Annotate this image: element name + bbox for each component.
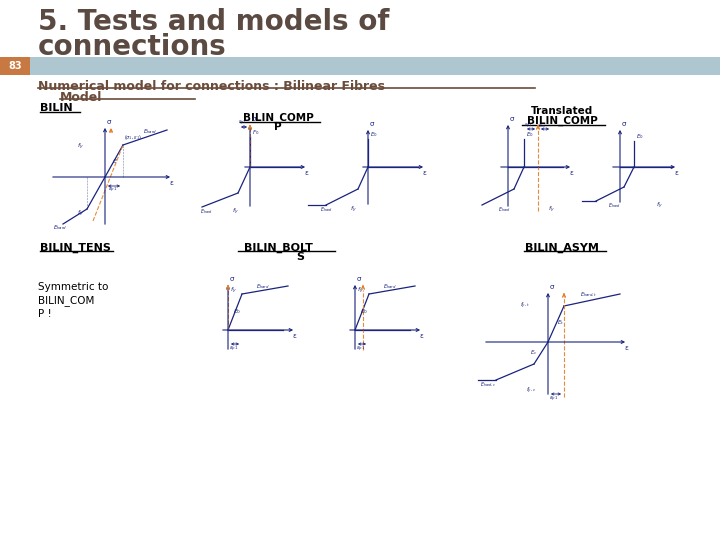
Text: ε: ε — [674, 170, 678, 176]
Text: $E_{hard,c}$: $E_{hard,c}$ — [480, 381, 497, 389]
Text: BILIN_TENS: BILIN_TENS — [40, 243, 111, 253]
Text: σ: σ — [252, 116, 256, 122]
Text: $E_0$: $E_0$ — [370, 130, 378, 139]
FancyBboxPatch shape — [30, 57, 720, 75]
Text: ε: ε — [419, 333, 423, 339]
Text: $f_y$: $f_y$ — [357, 286, 364, 296]
Text: ε: ε — [569, 170, 573, 176]
Text: 83: 83 — [8, 61, 22, 71]
Text: $f_y$: $f_y$ — [77, 142, 84, 152]
Text: Numerical model for connections : Bilinear Fibres: Numerical model for connections : Biline… — [38, 80, 385, 93]
Text: $E_{hard}$: $E_{hard}$ — [143, 127, 158, 136]
Text: $f_{y,c}$: $f_{y,c}$ — [526, 386, 536, 396]
Text: $f_y$: $f_y$ — [548, 205, 555, 215]
Text: connections: connections — [38, 33, 227, 61]
Text: Symmetric to
BILIN_COM
P !: Symmetric to BILIN_COM P ! — [38, 282, 109, 319]
Text: $(\sigma_1,\varepsilon_1)$: $(\sigma_1,\varepsilon_1)$ — [124, 133, 143, 142]
Text: $F_0$: $F_0$ — [252, 128, 259, 137]
Text: 5. Tests and models of: 5. Tests and models of — [38, 8, 390, 36]
Text: BILIN_BOLT: BILIN_BOLT — [243, 243, 312, 253]
Text: σ: σ — [230, 276, 235, 282]
Text: $E_c$: $E_c$ — [530, 348, 538, 357]
Text: $\varepsilon_{p1}$: $\varepsilon_{p1}$ — [524, 122, 533, 131]
Text: ε: ε — [304, 170, 308, 176]
Text: ε: ε — [422, 170, 426, 176]
Text: P: P — [274, 122, 282, 132]
Text: $E$: $E$ — [112, 157, 118, 165]
Text: $E_0$: $E_0$ — [233, 307, 241, 316]
Text: $f_{y,t}$: $f_{y,t}$ — [520, 301, 530, 311]
Text: $E_0$: $E_0$ — [636, 132, 644, 141]
Text: $E_{hard}$: $E_{hard}$ — [53, 223, 68, 232]
Text: ε: ε — [169, 180, 173, 186]
Text: σ: σ — [510, 116, 514, 122]
Text: $E_{hard}$: $E_{hard}$ — [320, 205, 333, 214]
Text: σ: σ — [107, 119, 112, 125]
Text: BILIN_COMP: BILIN_COMP — [526, 116, 598, 126]
Text: Translated: Translated — [531, 106, 593, 116]
Text: $f_y$: $f_y$ — [232, 207, 239, 217]
Text: $\varepsilon_{p1}$: $\varepsilon_{p1}$ — [549, 395, 559, 404]
Text: $E_{hard}$: $E_{hard}$ — [608, 201, 621, 210]
Text: BILIN_ASYM: BILIN_ASYM — [525, 243, 599, 253]
Text: $\varepsilon_{p1}$: $\varepsilon_{p1}$ — [229, 345, 238, 354]
Text: σ: σ — [622, 121, 626, 127]
Text: BILIN: BILIN — [40, 103, 73, 113]
Text: $\varepsilon_{p1}$: $\varepsilon_{p1}$ — [356, 345, 366, 354]
Text: σ: σ — [357, 276, 361, 282]
Text: $\varepsilon_{ini}$: $\varepsilon_{ini}$ — [538, 122, 546, 130]
Text: $E_{hard,t}$: $E_{hard,t}$ — [580, 291, 597, 299]
Text: $E_0$: $E_0$ — [526, 130, 534, 139]
Text: ε: ε — [292, 333, 296, 339]
Text: $E_{hard}$: $E_{hard}$ — [383, 282, 397, 291]
Text: σ: σ — [370, 121, 374, 127]
Text: $f_y$: $f_y$ — [656, 201, 663, 211]
Text: BILIN_COMP: BILIN_COMP — [243, 113, 313, 123]
Text: $f_y$: $f_y$ — [350, 205, 357, 215]
Text: σ: σ — [550, 284, 554, 290]
FancyBboxPatch shape — [0, 57, 30, 75]
Text: $\varepsilon_{p1}$: $\varepsilon_{p1}$ — [108, 186, 117, 195]
Text: $E_0$: $E_0$ — [360, 307, 369, 316]
Text: $\varepsilon_{p1}$: $\varepsilon_{p1}$ — [238, 119, 247, 128]
Text: $E_{hard}$: $E_{hard}$ — [498, 205, 511, 214]
Text: Model: Model — [60, 91, 102, 104]
Text: ε: ε — [624, 345, 628, 351]
Text: $E_{hard}$: $E_{hard}$ — [200, 207, 213, 216]
Text: S: S — [296, 252, 304, 262]
Text: $f_y$: $f_y$ — [230, 286, 237, 296]
Text: $f_y$: $f_y$ — [77, 208, 84, 219]
Text: $E_t$: $E_t$ — [557, 318, 564, 327]
Text: $E_{hard}$: $E_{hard}$ — [256, 282, 270, 291]
